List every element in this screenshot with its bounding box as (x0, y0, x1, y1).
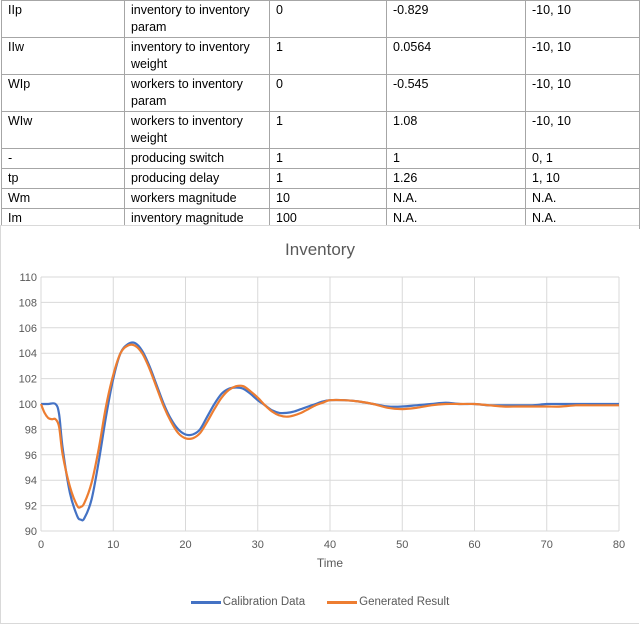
legend-item: Generated Result (327, 596, 449, 608)
series-line-generated-result (39, 343, 619, 509)
table-cell-initial: 1 (269, 148, 387, 169)
x-axis-label: Time (317, 556, 344, 570)
x-tick-label: 30 (252, 539, 264, 551)
table-cell-symbol: Wm (1, 188, 125, 209)
table-cell-description: inventory to inventory param (124, 0, 270, 38)
table-cell-calibrated: -0.545 (386, 74, 526, 112)
x-tick-label: 0 (38, 539, 44, 551)
table-row: tp producing delay 1 1.26 1, 10 (1, 168, 640, 189)
table-cell-range: N.A. (525, 208, 640, 229)
table-cell-description: workers to inventory weight (124, 111, 270, 149)
table-cell-description: producing switch (124, 148, 270, 169)
table-cell-range: -10, 10 (525, 0, 640, 38)
table-cell-initial: 1 (269, 111, 387, 149)
table-cell-symbol: IIw (1, 37, 125, 75)
table-cell-range: -10, 10 (525, 74, 640, 112)
table-cell-description: producing delay (124, 168, 270, 189)
table-cell-range: N.A. (525, 188, 640, 209)
y-tick-label: 92 (25, 501, 37, 513)
table-cell-symbol: WIw (1, 111, 125, 149)
chart-legend: Calibration Data Generated Result (1, 596, 639, 608)
y-tick-label: 108 (19, 297, 37, 309)
legend-label: Calibration Data (222, 596, 306, 608)
legend-item: Calibration Data (190, 596, 306, 608)
table-cell-calibrated: 0.0564 (386, 37, 526, 75)
table-cell-symbol: tp (1, 168, 125, 189)
table-cell-range: 0, 1 (525, 148, 640, 169)
table-cell-calibrated: 1 (386, 148, 526, 169)
table-row: - producing switch 1 1 0, 1 (1, 148, 640, 169)
table-cell-range: -10, 10 (525, 111, 640, 149)
table-cell-initial: 10 (269, 188, 387, 209)
x-tick-label: 50 (396, 539, 408, 551)
y-tick-label: 102 (19, 374, 37, 386)
y-tick-label: 94 (25, 475, 37, 487)
y-tick-label: 90 (25, 526, 37, 538)
table-row: IIp inventory to inventory param 0 -0.829 -1… (1, 0, 640, 38)
table-cell-calibrated: 1.08 (386, 111, 526, 149)
table-row: Wm workers magnitude 10 N.A. N.A. (1, 188, 640, 209)
parameter-table-body: IIp inventory to inventory param 0 -0.829 -1… (1, 0, 640, 229)
x-tick-label: 70 (541, 539, 553, 551)
table-cell-description: workers magnitude (124, 188, 270, 209)
table-cell-initial: 1 (269, 168, 387, 189)
table-cell-range: 1, 10 (525, 168, 640, 189)
table-cell-symbol: WIp (1, 74, 125, 112)
x-tick-label: 80 (613, 539, 625, 551)
table-cell-symbol: IIp (1, 0, 125, 38)
y-tick-label: 104 (19, 348, 37, 360)
table-row: IIw inventory to inventory weight 1 0.0564-… (1, 37, 640, 75)
table-cell-symbol: - (1, 148, 125, 169)
x-tick-label: 40 (324, 539, 336, 551)
y-tick-label: 98 (25, 424, 37, 436)
y-tick-label: 110 (19, 272, 37, 284)
y-tick-label: 100 (19, 399, 37, 411)
legend-swatch-icon (190, 600, 221, 604)
table-cell-description: workers to inventory param (124, 74, 270, 112)
table-cell-calibrated: 1.26 (386, 168, 526, 189)
x-tick-label: 20 (179, 539, 191, 551)
table-cell-initial: 0 (269, 74, 387, 112)
table-cell-description: inventory to inventory weight (124, 37, 270, 75)
parameter-table: IIp inventory to inventory param 0 -0.829 -1… (1, 0, 640, 229)
table-row: WIw workers to inventory weight 1 1.08 -10, … (1, 111, 640, 149)
x-tick-label: 10 (107, 539, 119, 551)
x-tick-label: 60 (468, 539, 480, 551)
chart-title: Inventory (285, 240, 355, 259)
chart-plot-area: 90 92 94 96 98 100 102 104 106 108 110 0 10 20 30 40 50 6… (19, 272, 625, 570)
y-tick-label: 106 (19, 323, 37, 335)
y-tick-label: 96 (25, 450, 37, 462)
inventory-chart: Inventory 90 92 94 96 98 100 102 104 106 108 110 0 1… (0, 225, 639, 624)
legend-swatch-icon (327, 600, 358, 604)
table-cell-initial: 0 (269, 0, 387, 38)
table-row: WIp workers to inventory param 0 -0.545 -10,… (1, 74, 640, 112)
table-cell-calibrated: N.A. (386, 188, 526, 209)
table-cell-range: -10, 10 (525, 37, 640, 75)
table-cell-initial: 1 (269, 37, 387, 75)
table-cell-calibrated: -0.829 (386, 0, 526, 38)
legend-label: Generated Result (359, 596, 450, 608)
